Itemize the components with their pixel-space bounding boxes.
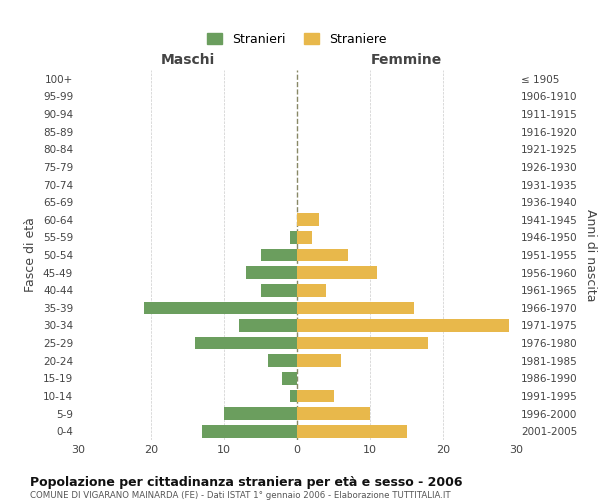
Bar: [297, 231, 311, 243]
Text: Popolazione per cittadinanza straniera per età e sesso - 2006: Popolazione per cittadinanza straniera p…: [30, 476, 463, 489]
Bar: [260, 284, 297, 296]
Bar: [283, 372, 297, 384]
Bar: [297, 266, 377, 279]
Bar: [224, 407, 297, 420]
Bar: [290, 231, 297, 243]
Legend: Stranieri, Straniere: Stranieri, Straniere: [202, 28, 392, 51]
Y-axis label: Fasce di età: Fasce di età: [25, 218, 37, 292]
Bar: [297, 425, 407, 438]
Bar: [268, 354, 297, 367]
Bar: [202, 425, 297, 438]
Bar: [144, 302, 297, 314]
Bar: [297, 284, 326, 296]
Text: COMUNE DI VIGARANO MAINARDA (FE) - Dati ISTAT 1° gennaio 2006 - Elaborazione TUT: COMUNE DI VIGARANO MAINARDA (FE) - Dati …: [30, 491, 451, 500]
Bar: [290, 390, 297, 402]
Bar: [246, 266, 297, 279]
Bar: [297, 248, 348, 262]
Bar: [239, 319, 297, 332]
Bar: [297, 407, 370, 420]
Y-axis label: Anni di nascita: Anni di nascita: [584, 209, 597, 301]
Bar: [297, 214, 319, 226]
Bar: [297, 319, 509, 332]
Bar: [297, 337, 428, 349]
Bar: [297, 354, 341, 367]
Bar: [195, 337, 297, 349]
Bar: [260, 248, 297, 262]
Text: Femmine: Femmine: [371, 54, 442, 68]
Bar: [297, 390, 334, 402]
Bar: [297, 302, 414, 314]
Text: Maschi: Maschi: [160, 54, 215, 68]
